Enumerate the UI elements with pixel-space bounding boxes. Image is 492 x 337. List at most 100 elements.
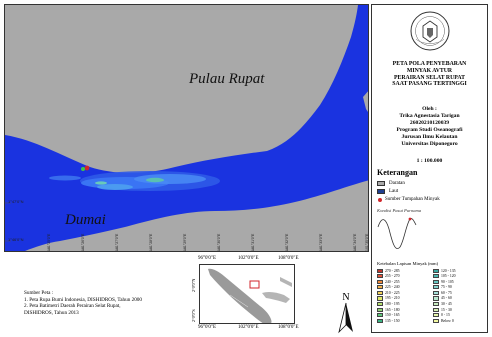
lon-label: 101°31'0"E: [251, 233, 255, 251]
inset-lon-bottom: 96°0'0"E: [198, 325, 216, 330]
thickness-legend: 270 - 285 120 - 135 255 - 270 105 - 120 240 …: [377, 268, 487, 323]
thickness-label: Below 0: [441, 318, 454, 323]
thickness-label: 210 - 225: [385, 290, 400, 295]
thickness-class: 75 - 90: [433, 285, 487, 290]
thickness-label: 0 - 15: [441, 313, 450, 318]
thickness-swatch: [377, 279, 383, 284]
source-dot-icon: [378, 197, 382, 202]
thickness-class: 135 - 150: [377, 318, 431, 323]
lon-label: 101°35'0"E: [365, 233, 369, 251]
thickness-swatch: [377, 290, 383, 295]
land-notch: [363, 91, 368, 112]
tide-curve-graph: [377, 217, 417, 249]
thickness-class: 210 - 225: [377, 290, 431, 295]
lon-label: 101°27'0"E: [115, 233, 119, 251]
thickness-label: 135 - 150: [385, 318, 400, 323]
inset-lon-top: 108°0'0"E: [278, 256, 299, 261]
strait-sea: [5, 5, 368, 251]
thickness-swatch: [433, 279, 439, 284]
thickness-label: 150 - 165: [385, 313, 400, 318]
thickness-class: 255 - 270: [377, 274, 431, 279]
thickness-class: 45 - 60: [433, 296, 487, 301]
land-swatch: [377, 181, 385, 186]
thickness-swatch: [433, 296, 439, 301]
inset-lon-top: 102°0'0"E: [238, 256, 259, 261]
inset-lon-bottom: 102°0'0"E: [238, 325, 259, 330]
thickness-swatch: [433, 313, 439, 318]
oil-spill-plume: [49, 171, 220, 191]
thickness-class: 225 - 240: [377, 285, 431, 290]
thickness-swatch: [377, 274, 383, 279]
thickness-label: 30 - 45: [441, 302, 452, 307]
inset-lon-top: 96°0'0"E: [198, 256, 216, 261]
thickness-class: 105 - 120: [433, 274, 487, 279]
thickness-swatch: [377, 313, 383, 318]
inset-frame: [199, 264, 295, 324]
sea-swatch: [377, 189, 385, 194]
thickness-swatch: [377, 301, 383, 307]
place-pulau-rupat: Pulau Rupat: [189, 71, 265, 87]
thickness-swatch: [433, 274, 439, 279]
thickness-class: 0 - 15: [433, 313, 487, 318]
thickness-label: 90 - 105: [441, 279, 454, 284]
lon-label: 101°26'0"E: [81, 233, 85, 251]
thickness-swatch: [433, 307, 439, 312]
thickness-swatch: [433, 290, 439, 295]
thickness-label: 195 - 210: [385, 296, 400, 301]
lat-label: 1°46'0"N: [8, 237, 24, 242]
thickness-label: 240 - 255: [385, 279, 400, 284]
svg-text:N: N: [342, 292, 349, 303]
thickness-swatch: [433, 318, 439, 323]
thickness-swatch: [377, 268, 383, 273]
thickness-label: 60 - 75: [441, 290, 452, 295]
tide-label: Kondisi Pasut Purnama: [377, 208, 422, 213]
sumatra-silhouette: [208, 268, 292, 323]
thickness-label: 75 - 90: [441, 285, 452, 290]
lon-label: 101°32'0"E: [285, 233, 289, 251]
frame-ticks: [5, 202, 356, 251]
thickness-label: 105 - 120: [441, 274, 456, 279]
thickness-class: 120 - 135: [433, 268, 487, 273]
inset-lat: 2°0'0"N: [191, 278, 196, 292]
thickness-label: 45 - 60: [441, 296, 452, 301]
legend-item-source: Sumber Tumpahan Minyak: [377, 197, 440, 202]
oil-source-marker[interactable]: [84, 165, 90, 171]
inset-map: 96°0'0"E 102°0'0"E 108°0'0"E 96°0'0"E 10…: [187, 256, 309, 332]
thickness-swatch: [433, 285, 439, 290]
thickness-label: 120 - 135: [441, 268, 456, 273]
thickness-class: 90 - 105: [433, 279, 487, 284]
thickness-label: 15 - 30: [441, 307, 452, 312]
legend-heading: Keterangan: [377, 168, 418, 177]
lon-label: 101°33'0"E: [319, 233, 323, 251]
map-sources: Sumber Peta : 1. Peta Rupa Bumi Indonesi…: [24, 290, 142, 316]
thickness-label: 225 - 240: [385, 285, 400, 290]
thickness-class: Below 0: [433, 318, 487, 323]
map-title: PETA POLA PENYEBARAN MINYAK AVTUR PERAIR…: [392, 61, 467, 88]
thickness-label: 165 - 180: [385, 307, 400, 312]
thickness-label: 270 - 285: [385, 268, 400, 273]
oil-source-halo: [81, 167, 85, 171]
thickness-class: 195 - 210: [377, 296, 431, 301]
thickness-class: 150 - 165: [377, 313, 431, 318]
thickness-class: 180 - 195: [377, 301, 431, 307]
thickness-class: 30 - 45: [433, 301, 487, 307]
thickness-class: 240 - 255: [377, 279, 431, 284]
thickness-class: 15 - 30: [433, 307, 487, 312]
main-map[interactable]: Pulau Rupat Dumai 1°47'0"N 1°46'0"N 101°…: [4, 4, 369, 252]
thickness-swatch: [377, 307, 383, 312]
lon-label: 101°34'0"E: [353, 233, 357, 251]
thickness-class: 165 - 180: [377, 307, 431, 312]
thickness-swatch: [433, 268, 439, 273]
map-canvas: [5, 5, 368, 251]
legend-item-land: Daratan: [377, 181, 405, 186]
thickness-swatch: [377, 285, 383, 290]
place-dumai: Dumai: [65, 212, 106, 228]
map-scale: 1 : 100.000: [416, 158, 443, 164]
lon-label: 101°25'0"E: [47, 233, 51, 251]
north-arrow-icon: N: [338, 292, 353, 334]
thickness-class: 60 - 75: [433, 290, 487, 295]
author-info: Oleh : Trika Agnestasia Tarigan 26020210…: [396, 106, 463, 147]
university-logo-icon: [410, 11, 450, 51]
lon-label: 101°30'0"E: [217, 233, 221, 251]
thickness-class: 270 - 285: [377, 268, 431, 273]
